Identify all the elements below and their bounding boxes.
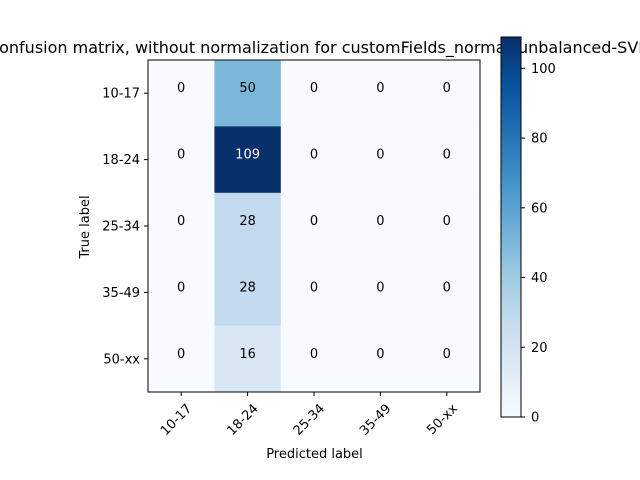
colorbar-ticks: 0 20 40 60 80 100 — [521, 62, 556, 426]
chart-title: Confusion matrix, without normalization … — [0, 38, 640, 58]
matrix-cell — [280, 325, 348, 393]
x-axis-label: Predicted label — [266, 447, 363, 462]
matrix-cell — [347, 325, 415, 393]
cell-value-label: 0 — [177, 280, 185, 295]
colorbar-tick-label: 100 — [531, 62, 556, 77]
cell-value-label: 0 — [310, 81, 318, 96]
matrix-cell — [214, 259, 282, 327]
cell-value-label: 0 — [376, 214, 384, 229]
x-tick-label: 18-24 — [224, 401, 261, 438]
matrix-cell — [148, 259, 215, 327]
matrix-cell — [280, 192, 348, 260]
cell-value-label: 0 — [177, 347, 185, 362]
x-ticks: 10-17 18-24 25-34 35-49 50-xx — [158, 392, 461, 439]
y-tick-label: 18-24 — [102, 153, 140, 168]
matrix-cell — [413, 192, 481, 260]
cell-value-label: 0 — [310, 214, 318, 229]
matrix-cell — [280, 60, 348, 127]
matrix-cell — [280, 259, 348, 327]
matrix-cell — [413, 126, 481, 194]
y-tick-label: 25-34 — [102, 220, 140, 235]
y-tick-label: 35-49 — [102, 286, 140, 301]
matrix-cell — [413, 259, 481, 327]
colorbar-tick-label: 80 — [531, 132, 548, 147]
matrix-cell — [148, 60, 215, 127]
matrix-cell — [148, 126, 215, 194]
cell-value-label: 0 — [376, 148, 384, 163]
colorbar — [500, 36, 522, 418]
matrix-cell — [413, 325, 481, 393]
cell-value-label: 0 — [177, 148, 185, 163]
matrix-cell — [347, 259, 415, 327]
matrix-cell — [214, 325, 282, 393]
cell-value-label: 0 — [443, 81, 451, 96]
x-tick-label: 25-34 — [291, 401, 328, 438]
matrix-cell — [280, 126, 348, 194]
cell-value-label: 0 — [443, 214, 451, 229]
matrix-cell — [214, 192, 282, 260]
y-ticks: 10-17 18-24 25-34 35-49 50-xx — [102, 87, 148, 367]
cell-value-label: 16 — [239, 347, 256, 362]
cell-value-label: 0 — [376, 81, 384, 96]
matrix-cells — [148, 60, 481, 393]
cell-value-label: 0 — [443, 280, 451, 295]
cell-value-label: 50 — [239, 81, 256, 96]
x-tick-label: 35-49 — [357, 401, 394, 438]
matrix-cell — [214, 126, 282, 194]
x-tick-label: 50-xx — [424, 401, 461, 438]
cell-value-label: 0 — [177, 214, 185, 229]
matrix-cell — [148, 325, 215, 393]
colorbar-tick-label: 60 — [531, 201, 548, 216]
cell-value-label: 109 — [235, 148, 260, 163]
cell-value-label: 0 — [443, 148, 451, 163]
cell-value-label: 0 — [310, 347, 318, 362]
matrix-cell — [214, 60, 282, 127]
matrix-cell — [347, 192, 415, 260]
colorbar-tick-label: 40 — [531, 271, 548, 286]
x-tick-label: 10-17 — [158, 401, 195, 438]
cell-value-label: 28 — [239, 280, 256, 295]
cell-value-label: 28 — [239, 214, 256, 229]
cell-value-label: 0 — [177, 81, 185, 96]
cell-value-label: 0 — [376, 347, 384, 362]
colorbar-tick-label: 0 — [531, 411, 539, 426]
y-tick-label: 10-17 — [102, 87, 140, 102]
matrix-cell — [347, 126, 415, 194]
cell-value-label: 0 — [310, 280, 318, 295]
matrix-cell — [148, 192, 215, 260]
cell-value-label: 0 — [310, 148, 318, 163]
y-tick-label: 50-xx — [103, 352, 140, 367]
matrix-cell — [413, 60, 481, 127]
y-axis-label: True label — [78, 195, 93, 259]
colorbar-tick-label: 20 — [531, 341, 548, 356]
cell-labels: 0 50 0 0 0 0 109 0 0 0 0 28 0 0 0 0 28 0 0 0 0 16 0 0 0 — [177, 81, 451, 362]
cell-value-label: 0 — [443, 347, 451, 362]
cell-value-label: 0 — [376, 280, 384, 295]
matrix-cell — [347, 60, 415, 127]
